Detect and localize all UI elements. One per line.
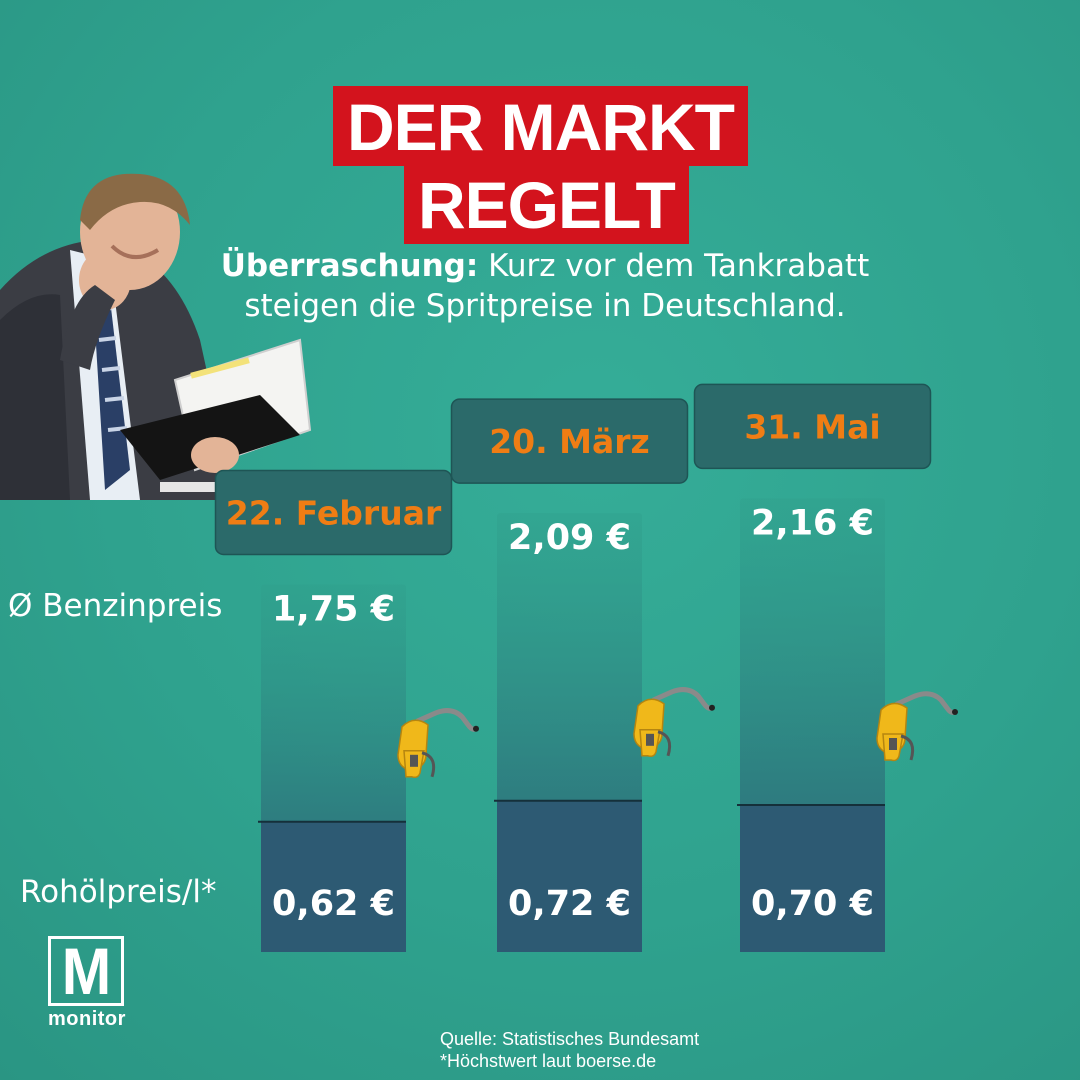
bar-rohoelpreis-0 [261, 821, 406, 952]
bar-rohoelpreis-1 [497, 800, 642, 952]
fuel-nozzle-icon [877, 694, 958, 761]
date-box-0: 22. Februar [214, 469, 453, 556]
value-label-benzin-1: 2,09 € [508, 518, 631, 558]
date-box-bg-0 [214, 469, 453, 556]
subtitle: Überraschung: Kurz vor dem Tankrabatt st… [190, 246, 900, 326]
photo-person [0, 173, 312, 500]
value-label-rohoel-0: 0,62 € [272, 884, 395, 924]
subtitle-text: Kurz vor dem Tankrabatt steigen die Spri… [244, 248, 870, 324]
source-line-2: *Höchstwert laut boerse.de [440, 1051, 657, 1071]
subtitle-bold: Überraschung: [220, 248, 479, 284]
category-label-2: 31. Mai [744, 407, 880, 446]
date-box-2: 31. Mai [693, 383, 932, 470]
headline-line-1: DER MARKT [333, 86, 748, 166]
row-label-benzinpreis: Ø Benzinpreis [8, 588, 223, 624]
value-label-benzin-0: 1,75 € [272, 590, 395, 630]
headline-line-2: REGELT [404, 164, 689, 244]
category-label-0: 22. Februar [226, 494, 442, 533]
value-label-benzin-2: 2,16 € [751, 503, 874, 543]
fuel-nozzle-icon [634, 690, 715, 757]
date-box-1: 20. März [450, 398, 689, 484]
fuel-nozzle-icon [398, 711, 479, 778]
monitor-logo: M monitor [48, 936, 130, 1031]
value-label-rohoel-1: 0,72 € [508, 884, 631, 924]
source-note: Quelle: Statistisches Bundesamt *Höchstw… [440, 1028, 699, 1072]
bar-rohoelpreis-2 [740, 805, 885, 952]
row-label-rohoelpreis: Rohölpreis/l* [20, 874, 217, 910]
logo-box: M [48, 936, 124, 1006]
source-line-1: Quelle: Statistisches Bundesamt [440, 1029, 700, 1049]
logo-letter: M [61, 934, 111, 1008]
value-label-rohoel-2: 0,70 € [751, 884, 874, 924]
category-label-1: 20. März [489, 422, 650, 461]
date-box-bg-2 [693, 383, 932, 470]
logo-text: monitor [48, 1008, 126, 1030]
date-box-bg-1 [450, 398, 689, 484]
